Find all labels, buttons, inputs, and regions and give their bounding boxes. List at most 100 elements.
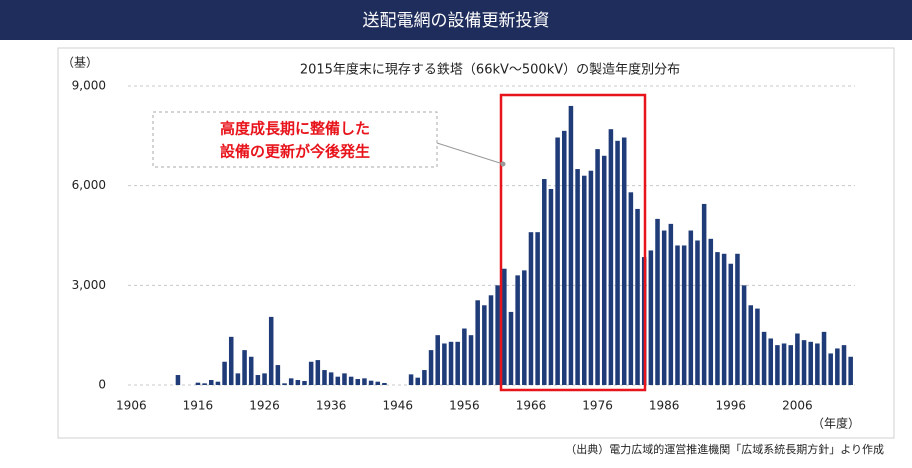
annotation-leader <box>436 142 504 165</box>
bar <box>368 380 374 385</box>
bar <box>621 137 627 385</box>
bar <box>262 373 267 385</box>
x-tick-label: 1936 <box>316 399 347 413</box>
bar <box>268 316 274 385</box>
y-tick-label: 6,000 <box>72 178 106 192</box>
bar <box>821 331 827 385</box>
bar <box>508 311 514 385</box>
bar <box>681 245 687 385</box>
bar <box>315 360 321 385</box>
bar <box>788 345 793 385</box>
bar <box>335 376 341 385</box>
bar <box>468 335 474 385</box>
bar <box>542 179 547 385</box>
bar <box>761 331 767 385</box>
bar <box>708 238 714 385</box>
bar <box>608 129 614 385</box>
bar <box>322 370 327 385</box>
bar <box>635 208 640 385</box>
bar <box>748 305 754 385</box>
x-tick-label: 1916 <box>183 399 214 413</box>
x-tick-label: 1976 <box>582 399 613 413</box>
bar <box>482 305 487 385</box>
bar <box>735 253 740 385</box>
bar <box>528 232 534 385</box>
bar <box>195 382 201 385</box>
bar <box>841 345 847 385</box>
bar <box>755 308 760 385</box>
header-title: 送配電網の設備更新投資 <box>363 11 550 31</box>
bar <box>202 383 207 385</box>
bar <box>575 169 580 385</box>
bar <box>362 378 367 385</box>
bar <box>675 245 680 385</box>
bar <box>715 252 720 385</box>
plot: 0 3,000 6,000 9,000 1906 1916 1926 1936 1946 1956… <box>72 79 855 413</box>
chart-title: 2015年度末に現存する鉄塔（66kV～500kV）の製造年度別分布 <box>300 62 680 78</box>
y-axis-label: （基） <box>62 56 98 70</box>
bar <box>562 130 567 385</box>
bar <box>848 356 853 385</box>
y-tick-label: 0 <box>98 378 106 392</box>
annotation-dot <box>500 161 506 167</box>
bar <box>222 361 227 385</box>
bar <box>808 341 813 385</box>
bar <box>655 218 660 385</box>
x-tick-label: 1956 <box>449 399 480 413</box>
bar <box>455 341 460 385</box>
bar <box>215 381 221 385</box>
x-axis-label: （年度） <box>812 416 860 431</box>
bar <box>475 300 480 385</box>
bar <box>628 192 634 385</box>
bar <box>422 370 427 385</box>
x-tick-label: 1906 <box>116 399 147 413</box>
bar <box>435 335 440 385</box>
bar <box>282 383 287 385</box>
bar <box>462 328 467 385</box>
x-tick-label: 1946 <box>382 399 413 413</box>
bar <box>828 353 833 385</box>
bar <box>295 380 301 385</box>
annotation-text: 高度成長期に整備した <box>220 120 370 138</box>
bar <box>275 365 281 385</box>
bar <box>668 223 674 385</box>
bar <box>428 350 434 385</box>
bar <box>815 343 820 385</box>
bar <box>175 375 181 385</box>
bar <box>208 380 214 385</box>
bar <box>502 268 507 385</box>
x-tick-label: 1996 <box>716 399 747 413</box>
bar <box>835 348 840 385</box>
bar <box>382 383 387 385</box>
bar <box>302 381 307 385</box>
bar <box>308 361 314 385</box>
y-tick-label: 3,000 <box>72 278 106 292</box>
bar <box>555 137 560 385</box>
bar <box>495 285 500 385</box>
bar <box>248 356 254 385</box>
bar <box>795 333 800 385</box>
bar <box>375 381 381 385</box>
bar <box>328 372 334 385</box>
bar <box>701 203 707 385</box>
bar <box>255 375 261 385</box>
bar <box>228 336 234 385</box>
bar <box>775 345 780 385</box>
bar <box>615 140 620 385</box>
header-bar <box>0 0 912 40</box>
bar <box>488 295 494 385</box>
annotation-box <box>152 111 438 168</box>
bar <box>601 155 607 385</box>
bar <box>581 175 587 385</box>
bar <box>728 263 734 385</box>
bar <box>648 250 654 385</box>
bar <box>781 343 787 385</box>
bar <box>741 285 747 385</box>
bar <box>288 378 294 385</box>
bar <box>661 230 667 385</box>
bar <box>801 340 807 385</box>
bar <box>548 188 554 385</box>
bar <box>442 343 447 385</box>
